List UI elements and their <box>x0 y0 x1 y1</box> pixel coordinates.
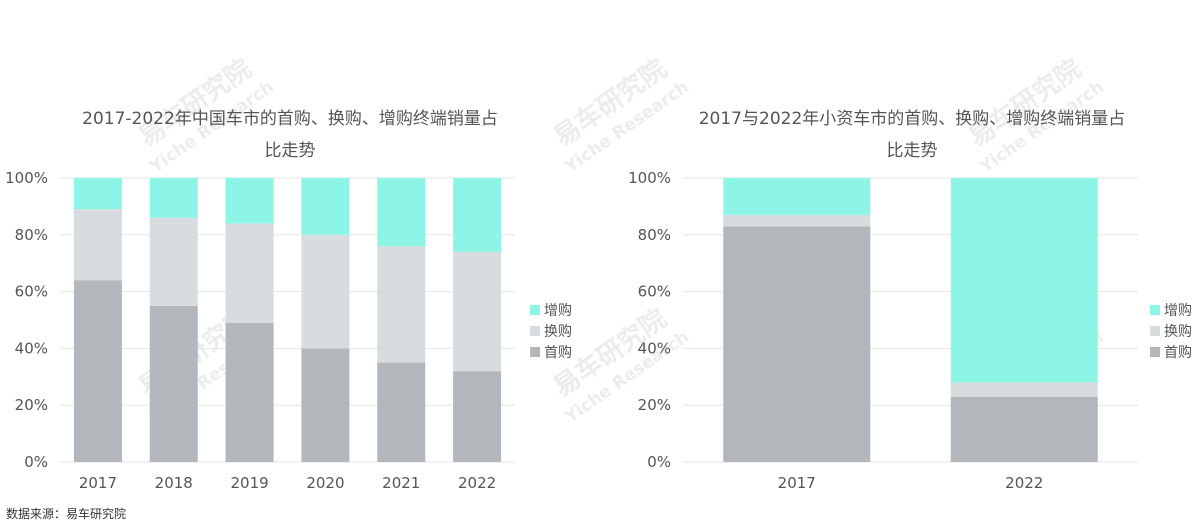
legend-swatch <box>530 347 540 357</box>
legend-label: 首购 <box>1164 345 1192 361</box>
x-tick-label: 2021 <box>382 474 420 492</box>
bar-segment <box>377 178 426 247</box>
bar-segment <box>950 382 1098 397</box>
x-tick-label: 2018 <box>155 474 193 492</box>
chart-title: 2017与2022年小资车市的首购、换购、增购终端销量占 <box>699 109 1126 129</box>
legend-label: 换购 <box>1164 323 1192 340</box>
x-tick-label: 2022 <box>1005 474 1043 492</box>
bar-segment <box>225 223 274 323</box>
legend-label: 增购 <box>544 303 572 319</box>
x-tick-label: 2019 <box>230 474 268 492</box>
bar-segment <box>453 251 502 372</box>
bar-segment <box>73 209 122 281</box>
x-tick-label: 2017 <box>778 474 816 492</box>
bar-segment <box>301 234 350 349</box>
x-tick-label: 2022 <box>458 474 496 492</box>
x-tick-label: 2017 <box>79 474 117 492</box>
bar-segment <box>950 396 1098 462</box>
y-tick-label: 20% <box>15 396 48 414</box>
legend-swatch <box>530 305 540 315</box>
y-tick-label: 80% <box>638 226 671 244</box>
legend-swatch <box>530 326 540 336</box>
bar-segment <box>73 178 122 210</box>
y-tick-label: 40% <box>638 339 671 357</box>
chart-title: 2017-2022年中国车市的首购、换购、增购终端销量占 <box>82 109 498 129</box>
bar-segment <box>723 214 871 227</box>
bar-segment <box>225 322 274 462</box>
bar-segment <box>301 178 350 235</box>
bar-segment <box>73 280 122 462</box>
bar-segment <box>453 371 502 462</box>
legend-label: 换购 <box>544 323 572 340</box>
bar-segment <box>723 226 871 462</box>
legend-swatch <box>1150 347 1160 357</box>
legend-swatch <box>1150 326 1160 336</box>
bar-segment <box>301 348 350 462</box>
y-tick-label: 100% <box>628 169 671 187</box>
bar-segment <box>225 178 274 224</box>
legend-label: 增购 <box>1164 303 1192 319</box>
y-tick-label: 0% <box>24 453 48 471</box>
source-note: 数据来源：易车研究院 <box>6 507 127 521</box>
bar-segment <box>377 362 426 462</box>
y-tick-label: 0% <box>647 453 671 471</box>
bar-segment <box>149 178 198 218</box>
chart-title: 比走势 <box>887 141 938 161</box>
bar-segment <box>950 178 1098 383</box>
bar-segment <box>723 178 871 215</box>
chart-title: 比走势 <box>265 141 316 161</box>
y-tick-label: 100% <box>5 169 48 187</box>
y-tick-label: 60% <box>638 283 671 301</box>
legend-label: 首购 <box>544 345 572 361</box>
bar-segment <box>377 246 426 363</box>
bar-segment <box>453 178 502 252</box>
y-tick-label: 40% <box>15 339 48 357</box>
y-tick-label: 80% <box>15 226 48 244</box>
y-tick-label: 60% <box>15 283 48 301</box>
y-tick-label: 20% <box>638 396 671 414</box>
legend-swatch <box>1150 305 1160 315</box>
bar-segment <box>149 305 198 462</box>
bar-segment <box>149 217 198 306</box>
x-tick-label: 2020 <box>306 474 344 492</box>
